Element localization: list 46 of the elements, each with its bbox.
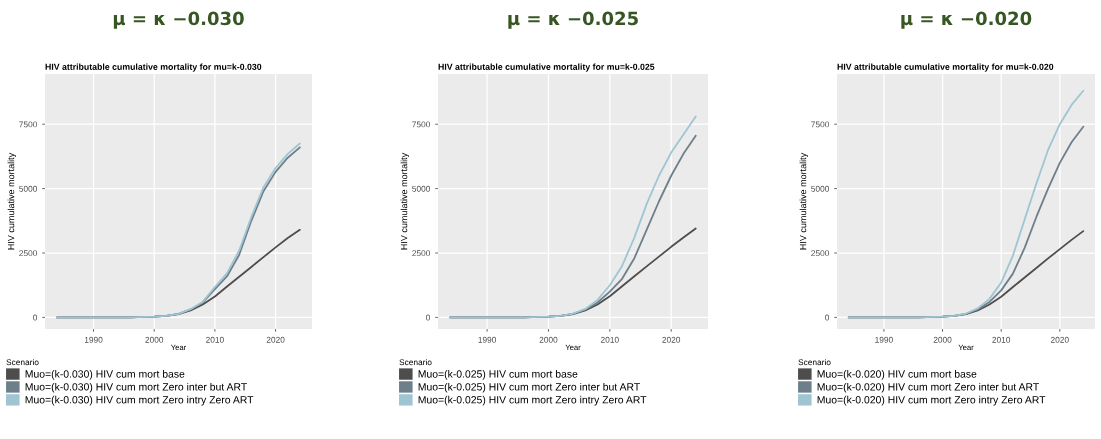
chart-title: μ = κ −0.030	[113, 11, 244, 29]
legend-title: Scenario	[399, 359, 432, 366]
line-series	[847, 89, 1085, 319]
legend-label: Muo=(k-0.025) HIV cum mort base	[418, 369, 578, 380]
x-tick-label: 2010	[992, 336, 1011, 343]
legend-label: Muo=(k-0.030) HIV cum mort Zero intry Zero ART	[25, 395, 254, 406]
chart-title: μ = κ −0.020	[901, 11, 1032, 29]
legend-label: Muo=(k-0.025) HIV cum mort Zero inter but ART	[418, 382, 640, 393]
x-tick-label: 1990	[84, 336, 103, 343]
y-tick-label: 7500	[811, 121, 830, 128]
x-tick-label: 1990	[478, 336, 497, 343]
x-tick-label: 2020	[662, 336, 681, 343]
legend-label: Muo=(k-0.020) HIV cum mort base	[817, 369, 977, 380]
y-tick-label: 2500	[19, 250, 38, 257]
legend-title: Scenario	[798, 359, 831, 366]
chart-subtitle: HIV attributable cumulative mortality for mu=k-0.025	[438, 63, 655, 72]
x-tick-label: 2000	[933, 336, 952, 343]
x-tick-label: 2000	[145, 336, 164, 343]
legend-label: Muo=(k-0.030) HIV cum mort base	[25, 369, 185, 380]
y-tick-label: 0	[426, 314, 431, 321]
x-tick-label: 2010	[206, 336, 224, 343]
chart-subtitle: HIV attributable cumulative mortality for mu=k-0.020	[837, 63, 1054, 72]
legend-label: Muo=(k-0.020) HIV cum mort Zero inter but ART	[817, 382, 1039, 393]
y-tick-label: 5000	[19, 185, 38, 192]
legend-title: Scenario	[6, 359, 39, 366]
y-tick-label: 5000	[811, 185, 830, 192]
y-axis-title: HIV cumulative mortality	[7, 152, 17, 250]
legend-label: Muo=(k-0.020) HIV cum mort Zero intry Zero ART	[817, 395, 1046, 406]
legend-label: Muo=(k-0.030) HIV cum mort Zero inter but ART	[25, 382, 247, 393]
x-tick-label: 2020	[1050, 336, 1069, 343]
x-tick-label: 2010	[600, 336, 619, 343]
y-tick-label: 5000	[412, 185, 431, 192]
y-tick-label: 7500	[19, 121, 38, 128]
y-tick-label: 0	[825, 314, 830, 321]
chart-subtitle: HIV attributable cumulative mortality for mu=k-0.030	[45, 63, 262, 72]
y-tick-label: 2500	[412, 250, 431, 257]
y-tick-label: 2500	[811, 250, 830, 257]
y-tick-label: 0	[33, 314, 38, 321]
legend-label: Muo=(k-0.025) HIV cum mort Zero intry Zero ART	[418, 395, 647, 406]
x-tick-label: 1990	[875, 336, 893, 343]
chart-title: μ = κ −0.025	[508, 11, 638, 29]
x-tick-label: 2020	[266, 336, 285, 343]
x-tick-label: 2000	[539, 336, 558, 343]
y-axis-title: HIV cumulative mortality	[799, 152, 809, 250]
y-tick-label: 7500	[412, 121, 431, 128]
y-axis-title: HIV cumulative mortality	[400, 152, 410, 250]
